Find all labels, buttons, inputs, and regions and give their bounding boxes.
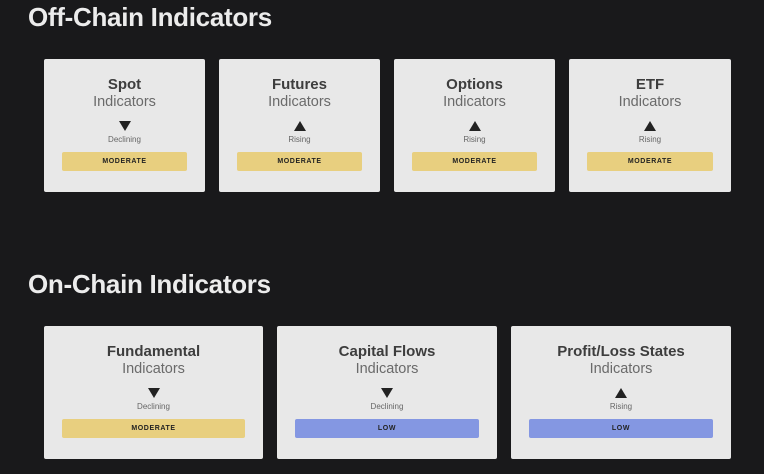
trend-label: Declining [137,402,170,411]
trend-label: Declining [108,135,141,144]
level-badge: MODERATE [412,152,537,171]
card-subtitle: Indicators [268,94,331,110]
trend-label: Rising [463,135,486,144]
indicator-card-etf[interactable]: ETF Indicators Rising MODERATE [569,59,731,192]
indicator-card-profit-loss-states[interactable]: Profit/Loss States Indicators Rising LOW [511,326,731,459]
section-title-on-chain: On-Chain Indicators [28,269,271,299]
level-badge: MODERATE [62,419,245,438]
level-badge: MODERATE [237,152,362,171]
card-subtitle: Indicators [122,361,185,377]
card-subtitle: Indicators [93,94,156,110]
trend-label: Declining [370,402,404,411]
card-title: Options [446,76,503,93]
indicator-card-fundamental[interactable]: Fundamental Indicators Declining MODERAT… [44,326,263,459]
card-title: Capital Flows [338,343,436,360]
triangle-up-icon [644,121,656,131]
indicator-card-spot[interactable]: Spot Indicators Declining MODERATE [44,59,205,192]
card-title: Fundamental [106,343,201,360]
level-badge: LOW [529,419,713,438]
triangle-down-icon [147,388,160,398]
card-title: Profit/Loss States [557,343,685,360]
section-title-off-chain: Off-Chain Indicators [28,2,272,32]
card-title: Spot [107,76,142,93]
card-subtitle: Indicators [618,94,682,110]
card-title: Futures [271,76,327,93]
card-subtitle: Indicators [589,361,653,377]
trend-label: Rising [638,135,662,144]
trend-label: Rising [609,402,633,411]
indicator-card-options[interactable]: Options Indicators Rising MODERATE [394,59,555,192]
triangle-down-icon [381,388,393,398]
trend-label: Rising [288,135,311,144]
level-badge: MODERATE [587,152,713,171]
level-badge: LOW [295,419,479,438]
level-badge: MODERATE [62,152,187,171]
indicator-card-futures[interactable]: Futures Indicators Rising MODERATE [219,59,380,192]
card-subtitle: Indicators [355,361,419,377]
card-title: ETF [635,76,665,93]
triangle-up-icon [293,121,306,131]
card-subtitle: Indicators [443,94,506,110]
triangle-up-icon [468,121,481,131]
triangle-up-icon [615,388,627,398]
triangle-down-icon [118,121,131,131]
indicator-card-capital-flows[interactable]: Capital Flows Indicators Declining LOW [277,326,497,459]
